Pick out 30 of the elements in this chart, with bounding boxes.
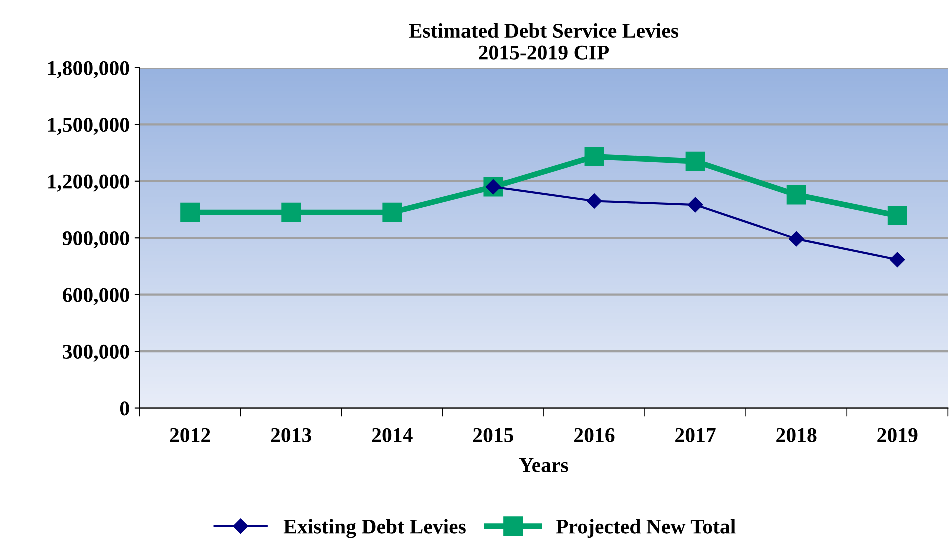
y-tick-label: 900,000 <box>62 231 130 249</box>
chart-title: Estimated Debt Service Levies 2015-2019 CIP <box>409 23 679 60</box>
y-tick-label: 600,000 <box>63 288 130 306</box>
y-tick-label: 300,000 <box>63 344 130 362</box>
x-tick-label: 2015 <box>473 428 514 442</box>
x-tick-label: 2014 <box>372 428 413 442</box>
legend-label: Projected New Total <box>556 519 736 538</box>
x-tick-label: 2012 <box>170 428 210 442</box>
point <box>686 152 706 172</box>
point <box>382 202 402 222</box>
x-tick-label: 2016 <box>574 428 615 442</box>
point <box>688 197 704 213</box>
point <box>586 194 602 209</box>
point <box>888 206 908 226</box>
point <box>584 147 604 167</box>
y-tick-label: 1,800,000 <box>48 61 130 78</box>
x-tick-label: 2013 <box>271 428 312 442</box>
point <box>282 202 302 222</box>
x-axis-title: Years <box>519 458 568 472</box>
point <box>180 202 200 222</box>
y-tick-label: 0 <box>120 402 130 416</box>
x-tick-label: 2017 <box>676 428 716 442</box>
point <box>786 185 806 205</box>
point <box>789 231 804 247</box>
y-tick-label: 1,500,000 <box>48 118 130 136</box>
legend-label: Existing Debt Levies <box>284 519 466 538</box>
x-tick-label: 2018 <box>776 428 817 442</box>
y-tick-label: 1,200,000 <box>48 174 130 192</box>
point <box>890 252 906 268</box>
x-tick-label: 2019 <box>878 428 918 442</box>
